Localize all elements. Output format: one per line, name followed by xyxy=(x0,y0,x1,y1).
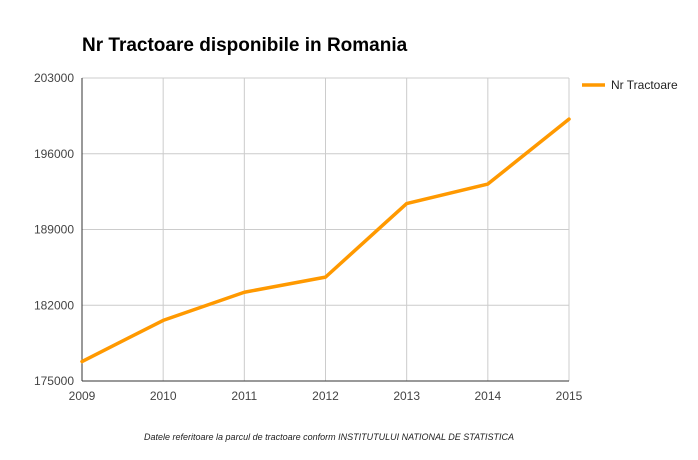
x-tick-label: 2015 xyxy=(556,389,583,403)
x-tick-label: 2009 xyxy=(69,389,96,403)
x-tick-label: 2013 xyxy=(393,389,420,403)
x-tick-label: 2012 xyxy=(312,389,339,403)
y-tick-label: 189000 xyxy=(34,223,74,237)
x-tick-label: 2011 xyxy=(231,389,257,403)
x-tick-label: 2014 xyxy=(474,389,501,403)
x-tick-label: 2010 xyxy=(150,389,177,403)
legend-label: Nr Tractoare xyxy=(611,78,678,92)
series-line xyxy=(80,117,571,364)
y-tick-label: 175000 xyxy=(34,374,74,388)
source-note: Datele referitoare la parcul de tractoar… xyxy=(144,432,514,442)
chart-title: Nr Tractoare disponibile in Romania xyxy=(82,35,408,56)
y-tick-label: 182000 xyxy=(34,298,74,312)
y-tick-label: 203000 xyxy=(34,71,74,85)
y-tick-label: 196000 xyxy=(34,147,74,161)
